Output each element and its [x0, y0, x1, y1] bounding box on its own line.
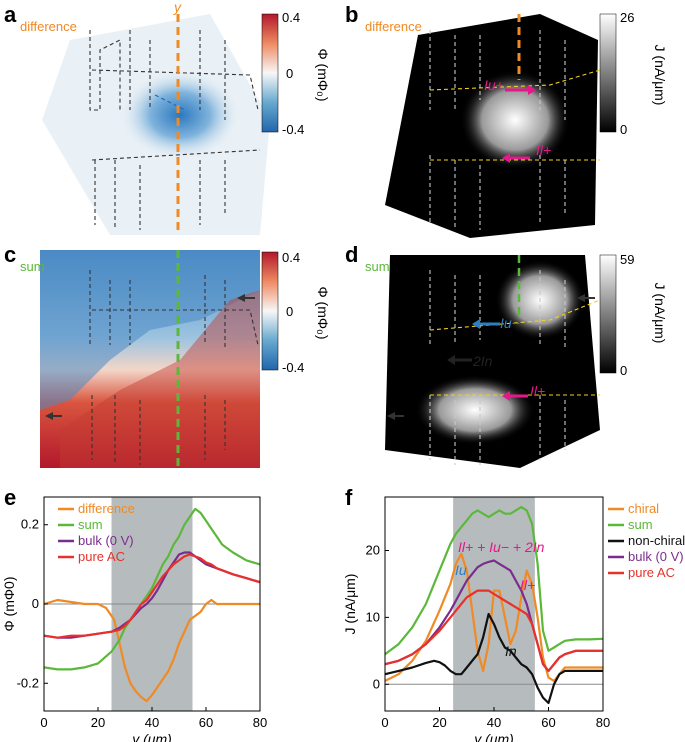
map-b-bright-region [460, 70, 570, 170]
map-a: difference y [20, 0, 278, 235]
cb-c-bottom: -0.4 [282, 360, 304, 375]
cut-label-y: y [173, 0, 182, 15]
y-tick-label: 0.2 [21, 517, 39, 532]
cb-a-bottom: -0.4 [282, 122, 304, 137]
series-line-f-pure-ac [384, 589, 603, 672]
legend-entry: bulk (0 V) [628, 549, 684, 564]
y-axis-label-e: Φ (mΦ0) [1, 576, 17, 631]
cb-d-label: J (nA/μm) [652, 283, 668, 344]
map-a-tag: difference [20, 19, 77, 34]
cb-b-top: 26 [620, 10, 634, 25]
panel-label-f: f [345, 485, 353, 510]
cb-a-top: 0.4 [282, 10, 300, 25]
d-annot-mid: 2In [472, 353, 493, 369]
panel-label-c: c [4, 242, 16, 267]
x-tick-label: 20 [91, 715, 105, 730]
series-line-f-non-chiral [384, 612, 603, 705]
cb-d-bottom: 0 [620, 363, 627, 378]
chart-e: 0 20 40 60 80 -0.2 0 0.2 y (μm) Φ (mΦ0) difference… [1, 496, 267, 742]
f-annot-il: Il+ [520, 577, 535, 593]
x-tick-label: 60 [199, 715, 213, 730]
x-tick-label: 20 [432, 715, 446, 730]
map-c-tag: sum [20, 259, 45, 274]
cb-c-top: 0.4 [282, 250, 300, 265]
colorbar-j-sum: 59 0 J (nA/μm) [599, 252, 668, 378]
y-tick-label: -0.2 [17, 675, 39, 690]
cb-d-top: 59 [620, 252, 634, 267]
map-d: sum Iu− 2In Il+ [365, 255, 601, 468]
legend-entry: pure AC [628, 565, 675, 580]
x-tick-label: 0 [40, 715, 47, 730]
colorbar-phi-diff: 0.4 0 -0.4 Φ (mΦ₀) [261, 10, 331, 137]
y-tick-label: 0 [32, 596, 39, 611]
panel-label-a: a [4, 2, 17, 27]
cb-a-mid: 0 [286, 66, 293, 81]
legend-entry: chiral [628, 501, 659, 516]
d-annot-upper: Iu− [500, 315, 520, 331]
legend-entry: pure AC [78, 549, 125, 564]
series-line-e-pure-ac [43, 553, 261, 639]
legend-entry: sum [78, 517, 103, 532]
x-tick-label: 60 [541, 715, 555, 730]
x-axis-label-f: y (μm) [473, 731, 514, 742]
b-annot-upper: Iu+ [484, 77, 504, 93]
cb-a-label: Φ (mΦ₀) [315, 48, 331, 101]
cb-b-bottom: 0 [620, 122, 627, 137]
panel-label-b: b [345, 2, 358, 27]
x-tick-label: 80 [253, 715, 267, 730]
map-a-blue-region [120, 70, 240, 160]
colorbar-phi-sum: 0.4 0 -0.4 Φ (mΦ₀) [261, 250, 331, 375]
x-tick-label: 40 [145, 715, 159, 730]
panel-label-d: d [345, 242, 358, 267]
x-tick-label: 0 [381, 715, 388, 730]
f-annot-iu: Iu [455, 562, 467, 578]
map-c: sum [20, 250, 260, 468]
chart-f: 0 20 40 60 80 0 10 20 y (μm) J (nA/μm) chiralsumno… [342, 496, 685, 742]
series-line-f-sum [384, 505, 604, 656]
y-axis-label-f: J (nA/μm) [342, 574, 358, 635]
legend-entry: sum [628, 517, 653, 532]
shaded-region-f [453, 497, 535, 711]
map-d-tag: sum [365, 259, 390, 274]
series-line-f-chiral [384, 552, 603, 682]
legend-entry: bulk (0 V) [78, 533, 134, 548]
f-annotations: Il+ + Iu− + 2In Iu Il+ In [455, 539, 545, 659]
x-tick-label: 40 [487, 715, 501, 730]
colorbar-j-diff: 26 0 J (nA/μm) [599, 10, 668, 137]
legend-entry: difference [78, 501, 135, 516]
y-tick-label: 20 [366, 543, 380, 558]
d-annot-lower: Il+ [530, 383, 545, 399]
f-annot-in: In [505, 643, 517, 659]
series-line-e-difference [43, 598, 260, 703]
x-axis-label-e: y (μm) [131, 731, 172, 742]
cb-b-label: J (nA/μm) [652, 45, 668, 106]
f-annot-formula: Il+ + Iu− + 2In [458, 539, 545, 555]
y-tick-label: 0 [373, 676, 380, 691]
legend-entry: non-chiral [628, 533, 685, 548]
x-tick-label: 80 [596, 715, 610, 730]
map-b-tag: difference [365, 19, 422, 34]
cb-c-label: Φ (mΦ₀) [315, 286, 331, 339]
b-annot-lower: Il+ [536, 142, 551, 158]
map-b: difference Iu+ Il+ [365, 14, 601, 238]
cb-c-mid: 0 [286, 304, 293, 319]
y-tick-label: 10 [366, 609, 380, 624]
series-line-e-sum [43, 507, 261, 671]
panel-label-e: e [4, 485, 16, 510]
